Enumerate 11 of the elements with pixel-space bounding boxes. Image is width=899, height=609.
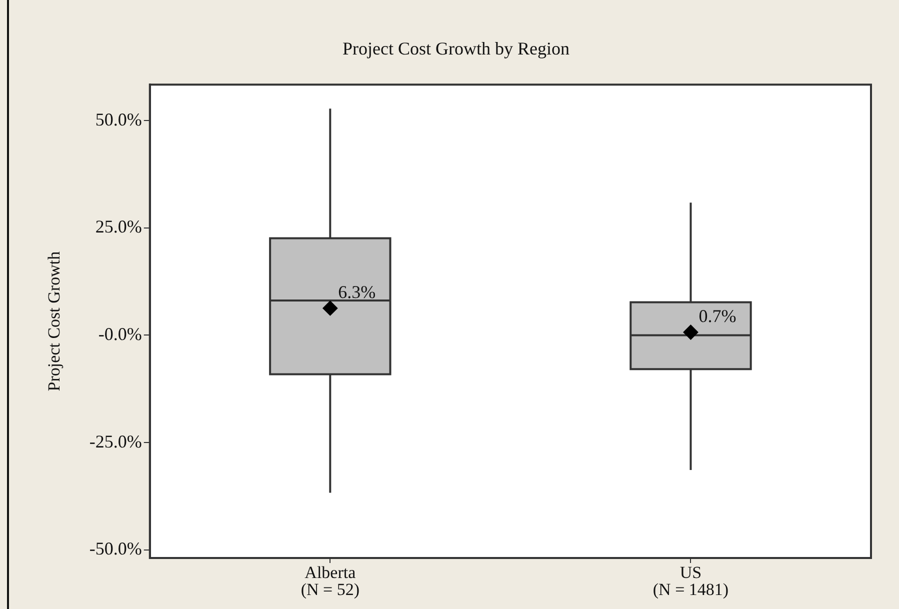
annotation: 6.3% bbox=[338, 282, 376, 302]
y-axis-title: Project Cost Growth bbox=[44, 250, 64, 392]
annotation: 0.7% bbox=[698, 306, 736, 326]
y-tick-label: -25.0% bbox=[89, 431, 142, 452]
x-tick-label: Alberta (N = 52) bbox=[300, 562, 360, 599]
y-tick-label: -0.0% bbox=[98, 324, 142, 344]
y-tick-label: 50.0% bbox=[95, 109, 142, 130]
chart-title: Project Cost Growth by Region bbox=[342, 38, 570, 59]
y-tick-label: -50.0% bbox=[89, 538, 142, 559]
x-tick-label: US (N = 1481) bbox=[652, 562, 729, 599]
y-tick-label: 25.0% bbox=[95, 216, 142, 237]
